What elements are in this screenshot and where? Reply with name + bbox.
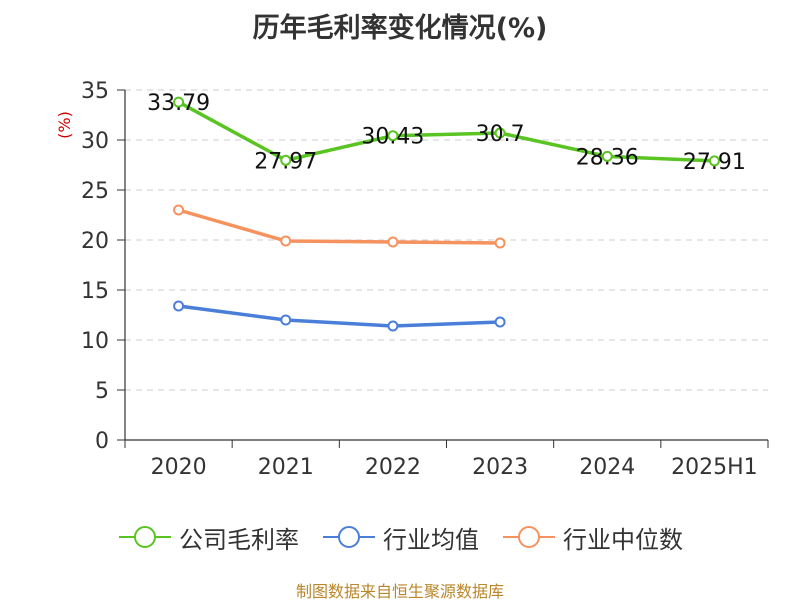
legend-item[interactable]: 行业均值 [321, 520, 479, 555]
y-tick-label: 30 [81, 129, 109, 154]
series-line-2 [178, 208, 501, 245]
data-point [387, 236, 399, 248]
y-tick-label: 10 [81, 329, 109, 354]
legend-marker-icon [503, 526, 555, 548]
legend: 公司毛利率 行业均值 行业中位数 [0, 520, 800, 554]
data-label: 30.43 [361, 125, 424, 150]
y-axis-label: (%) [55, 111, 74, 139]
data-point [494, 237, 506, 249]
data-label: 33.79 [147, 91, 210, 116]
legend-marker-icon [323, 526, 375, 548]
data-point [280, 235, 292, 247]
data-label: 27.97 [254, 149, 317, 174]
x-tick-label: 2023 [472, 455, 528, 480]
y-tick-label: 5 [95, 379, 109, 404]
y-tick-label: 0 [95, 429, 109, 454]
data-label: 27.91 [683, 150, 746, 175]
chart-title: 历年毛利率变化情况(%) [252, 13, 548, 44]
y-tick-label: 15 [81, 279, 109, 304]
legend-item[interactable]: 行业中位数 [501, 520, 683, 555]
x-tick-label: 2020 [151, 455, 207, 480]
legend-label: 行业中位数 [563, 525, 683, 554]
legend-label: 公司毛利率 [179, 525, 299, 554]
series-line-0 [177, 100, 715, 163]
data-point [280, 314, 292, 326]
data-point [387, 130, 399, 142]
x-tick-label: 2021 [258, 455, 314, 480]
data-point [601, 150, 613, 162]
data-point [173, 204, 185, 216]
data-point [173, 300, 185, 312]
legend-marker-icon [119, 526, 171, 548]
y-tick-label: 35 [81, 79, 109, 104]
data-point [708, 155, 720, 167]
series-line-1 [178, 304, 501, 328]
y-tick-label: 25 [81, 179, 109, 204]
y-tick-label: 20 [81, 229, 109, 254]
data-point [173, 96, 185, 108]
data-point [387, 320, 399, 332]
legend-item[interactable]: 公司毛利率 [117, 520, 299, 555]
data-point [494, 316, 506, 328]
source-note: 制图数据来自恒生聚源数据库 [295, 582, 504, 601]
x-tick-label: 2024 [579, 455, 635, 480]
legend-label: 行业均值 [383, 525, 479, 554]
x-tick-label: 2022 [365, 455, 421, 480]
x-tick-label: 2025H1 [671, 455, 758, 480]
data-label: 28.36 [576, 145, 639, 170]
data-point [494, 127, 506, 139]
data-label: 30.7 [476, 122, 525, 147]
data-point [280, 154, 292, 166]
